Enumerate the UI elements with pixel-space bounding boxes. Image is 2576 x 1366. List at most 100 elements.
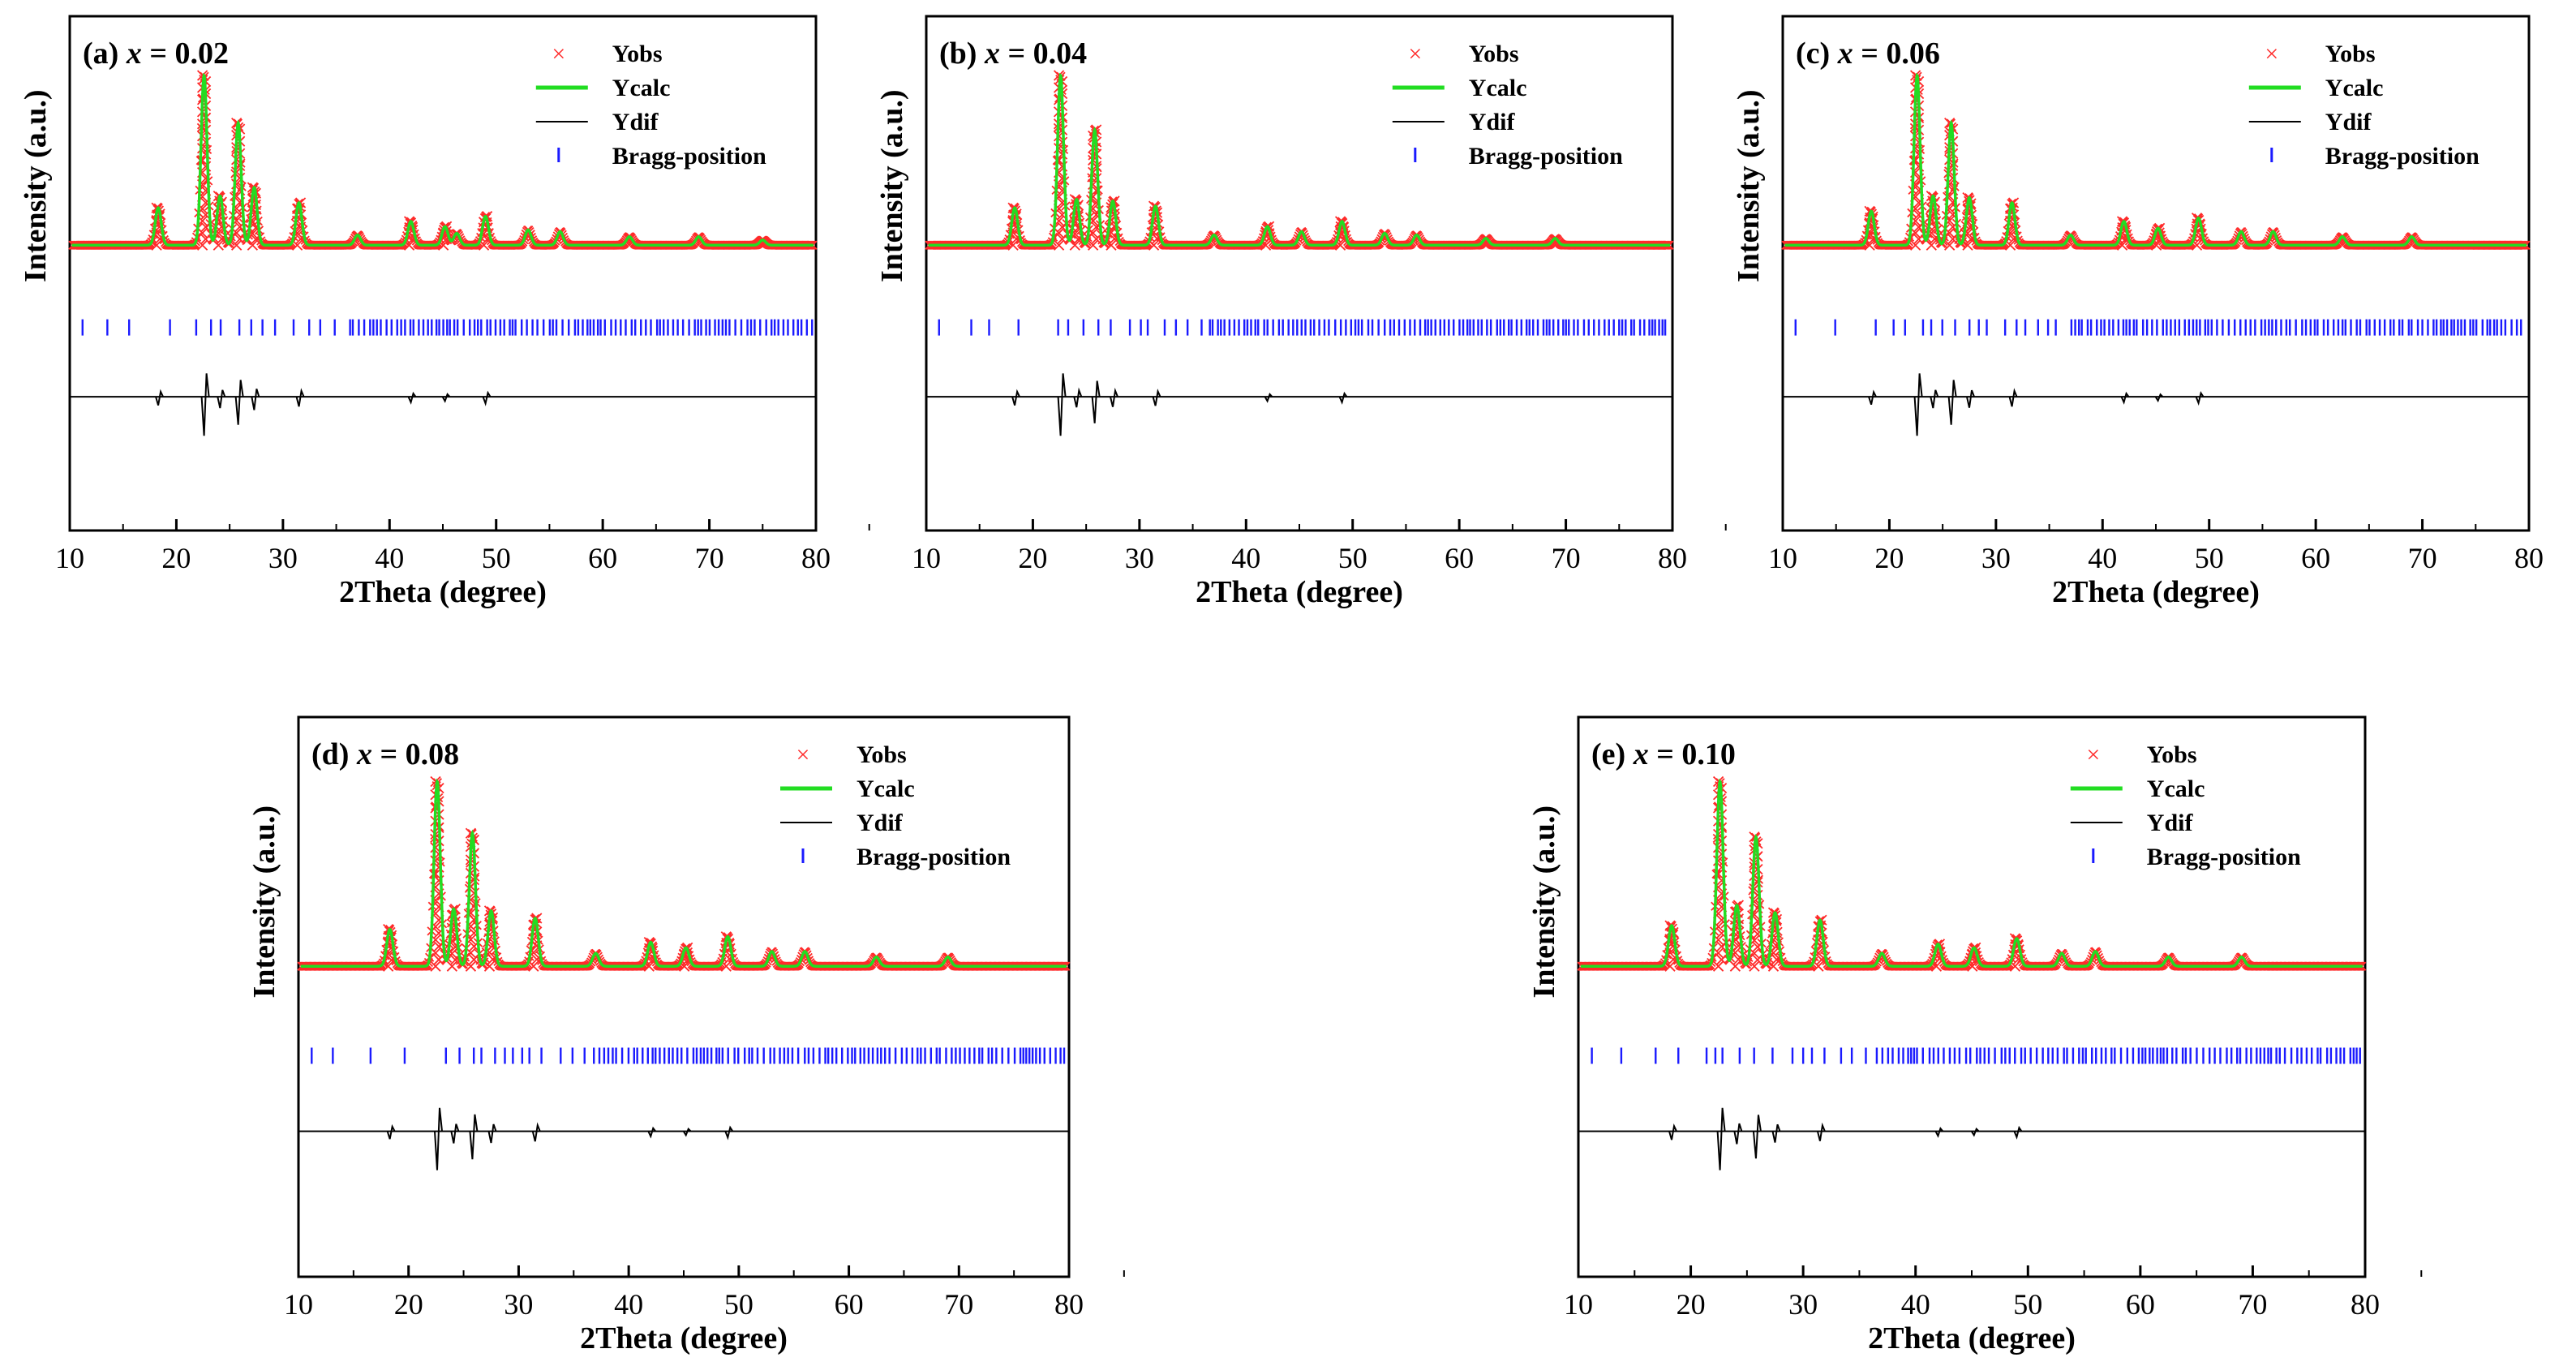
x-tick-label: 20 <box>1874 542 1904 574</box>
legend-label-bragg: Bragg-position <box>2325 143 2479 170</box>
panel-value: = 0.06 <box>1853 37 1940 71</box>
plot-frame <box>297 715 1071 1278</box>
ydif-line <box>926 373 1672 436</box>
legend-item-ydif: Ydif <box>2070 810 2193 836</box>
panel-letter: (d) <box>311 737 357 771</box>
x-tick-label: 50 <box>2013 1288 2042 1321</box>
bragg-positions <box>311 1047 1066 1064</box>
legend: × Yobs Ycalc Ydif Bragg-position <box>780 741 1011 870</box>
panel-value: = 0.02 <box>142 37 229 71</box>
bragg-positions <box>1794 319 2522 336</box>
ycalc-line <box>928 72 1670 247</box>
x-tick-label: 80 <box>2351 1288 2380 1321</box>
x-tick-label: 50 <box>1338 542 1367 574</box>
x-tick-label: 60 <box>2126 1288 2155 1321</box>
panel-title: (a) x = 0.02 <box>83 37 229 71</box>
ycalc-line <box>1784 72 2527 247</box>
legend-item-yobs: × Yobs <box>1408 41 1518 67</box>
xrd-panel-d: 10 20 30 40 50 60 70 80 2Theta (degree) Intensity… <box>247 715 1125 1355</box>
bragg-tick-marks <box>81 319 814 336</box>
panel-value: = 0.04 <box>1000 37 1087 71</box>
bragg-tick-marks <box>1591 1047 2361 1064</box>
plot-frame <box>1781 15 2531 532</box>
panel-value: = 0.10 <box>1649 737 1736 771</box>
x-tick-label: 80 <box>2514 542 2544 574</box>
x-tick-label: 60 <box>588 542 617 574</box>
yobs-series <box>297 775 1071 972</box>
x-tick-label: 30 <box>1125 542 1154 574</box>
legend-item-bragg: Bragg-position <box>557 143 766 170</box>
x-tick-label: 80 <box>1054 1288 1084 1321</box>
plot-frame <box>1577 715 2367 1278</box>
x-tick-label: 40 <box>2088 542 2117 574</box>
panel-letter: (a) <box>83 37 127 71</box>
legend-item-ycalc: Ycalc <box>2248 75 2384 101</box>
x-tick-label: 40 <box>375 542 404 574</box>
x-tick-label: 20 <box>1018 542 1047 574</box>
x-axis-label: 2Theta (degree) <box>2052 575 2260 609</box>
legend-label-yobs: Yobs <box>612 41 663 67</box>
legend-label-ydif: Ydif <box>2325 109 2372 135</box>
panel-variable: x <box>984 37 1000 71</box>
x-tick-label: 40 <box>614 1288 643 1321</box>
x-tick-label: 20 <box>394 1288 423 1321</box>
panel-letter: (b) <box>939 37 985 71</box>
legend-label-yobs: Yobs <box>857 741 907 768</box>
x-tick-label: 80 <box>1658 542 1687 574</box>
y-axis-label: Intensity (a.u.) <box>19 89 53 282</box>
bragg-tick-marks <box>1794 319 2522 336</box>
bragg-tick-marks <box>311 1047 1066 1064</box>
legend-item-bragg: Bragg-position <box>2270 143 2479 170</box>
legend-item-bragg: Bragg-position <box>2092 844 2301 870</box>
x-tick-label: 70 <box>2408 542 2437 574</box>
x-tick-label: 70 <box>695 542 724 574</box>
x-tick-label: 70 <box>944 1288 973 1321</box>
legend-label-bragg: Bragg-position <box>612 143 766 170</box>
panel-letter: (e) <box>1591 737 1634 771</box>
panel-title: (c) x = 0.06 <box>1796 37 1940 71</box>
ydif-line <box>70 373 816 436</box>
legend-label-ycalc: Ycalc <box>612 75 671 101</box>
legend-label-yobs: Yobs <box>2325 41 2376 67</box>
legend-item-ydif: Ydif <box>535 109 659 135</box>
x-tick-label: 40 <box>1901 1288 1930 1321</box>
legend: × Yobs Ycalc Ydif Bragg-position <box>1392 41 1623 170</box>
panel-title: (b) x = 0.04 <box>939 37 1087 71</box>
x-tick-label: 70 <box>1552 542 1581 574</box>
x-axis: 10 20 30 40 50 60 70 80 <box>284 1265 1125 1321</box>
legend-item-ycalc: Ycalc <box>780 775 915 802</box>
x-axis: 10 20 30 40 50 60 70 80 <box>1564 1265 2423 1321</box>
legend-item-ycalc: Ycalc <box>2070 775 2205 802</box>
x-axis: 10 20 30 40 50 60 70 80 <box>1768 519 2544 574</box>
x-tick-label: 70 <box>2238 1288 2267 1321</box>
legend-label-yobs: Yobs <box>2147 741 2197 768</box>
legend-label-ydif: Ydif <box>1469 109 1516 135</box>
legend-label-yobs: Yobs <box>1469 41 1519 67</box>
x-tick-label: 50 <box>2195 542 2224 574</box>
legend-symbol-yobs: × <box>552 41 565 67</box>
legend-label-bragg: Bragg-position <box>2147 844 2301 870</box>
x-axis-label: 2Theta (degree) <box>1868 1321 2076 1355</box>
legend-symbol-yobs: × <box>1408 41 1422 67</box>
x-tick-label: 10 <box>912 542 941 574</box>
panel-title: (e) x = 0.10 <box>1591 737 1736 771</box>
legend-item-bragg: Bragg-position <box>801 844 1011 870</box>
ydif-line <box>1578 1107 2365 1171</box>
ycalc-line <box>71 72 814 247</box>
x-tick-label: 30 <box>1788 1288 1818 1321</box>
plot-frame <box>925 15 1674 532</box>
y-axis-label: Intensity (a.u.) <box>1732 89 1766 282</box>
legend-item-ycalc: Ycalc <box>535 75 671 101</box>
legend-item-yobs: × Yobs <box>796 741 907 768</box>
legend-label-ycalc: Ycalc <box>2325 75 2384 101</box>
x-tick-label: 10 <box>1564 1288 1593 1321</box>
x-tick-label: 10 <box>55 542 84 574</box>
x-tick-label: 30 <box>268 542 298 574</box>
legend-item-ydif: Ydif <box>2248 109 2372 135</box>
xrd-panel-b: 10 20 30 40 50 60 70 80 2Theta (degree) Intensity… <box>875 15 1727 609</box>
legend-symbol-yobs: × <box>2265 41 2278 67</box>
x-tick-label: 10 <box>1768 542 1797 574</box>
legend-label-ycalc: Ycalc <box>1469 75 1527 101</box>
legend: × Yobs Ycalc Ydif Bragg-position <box>535 41 766 170</box>
